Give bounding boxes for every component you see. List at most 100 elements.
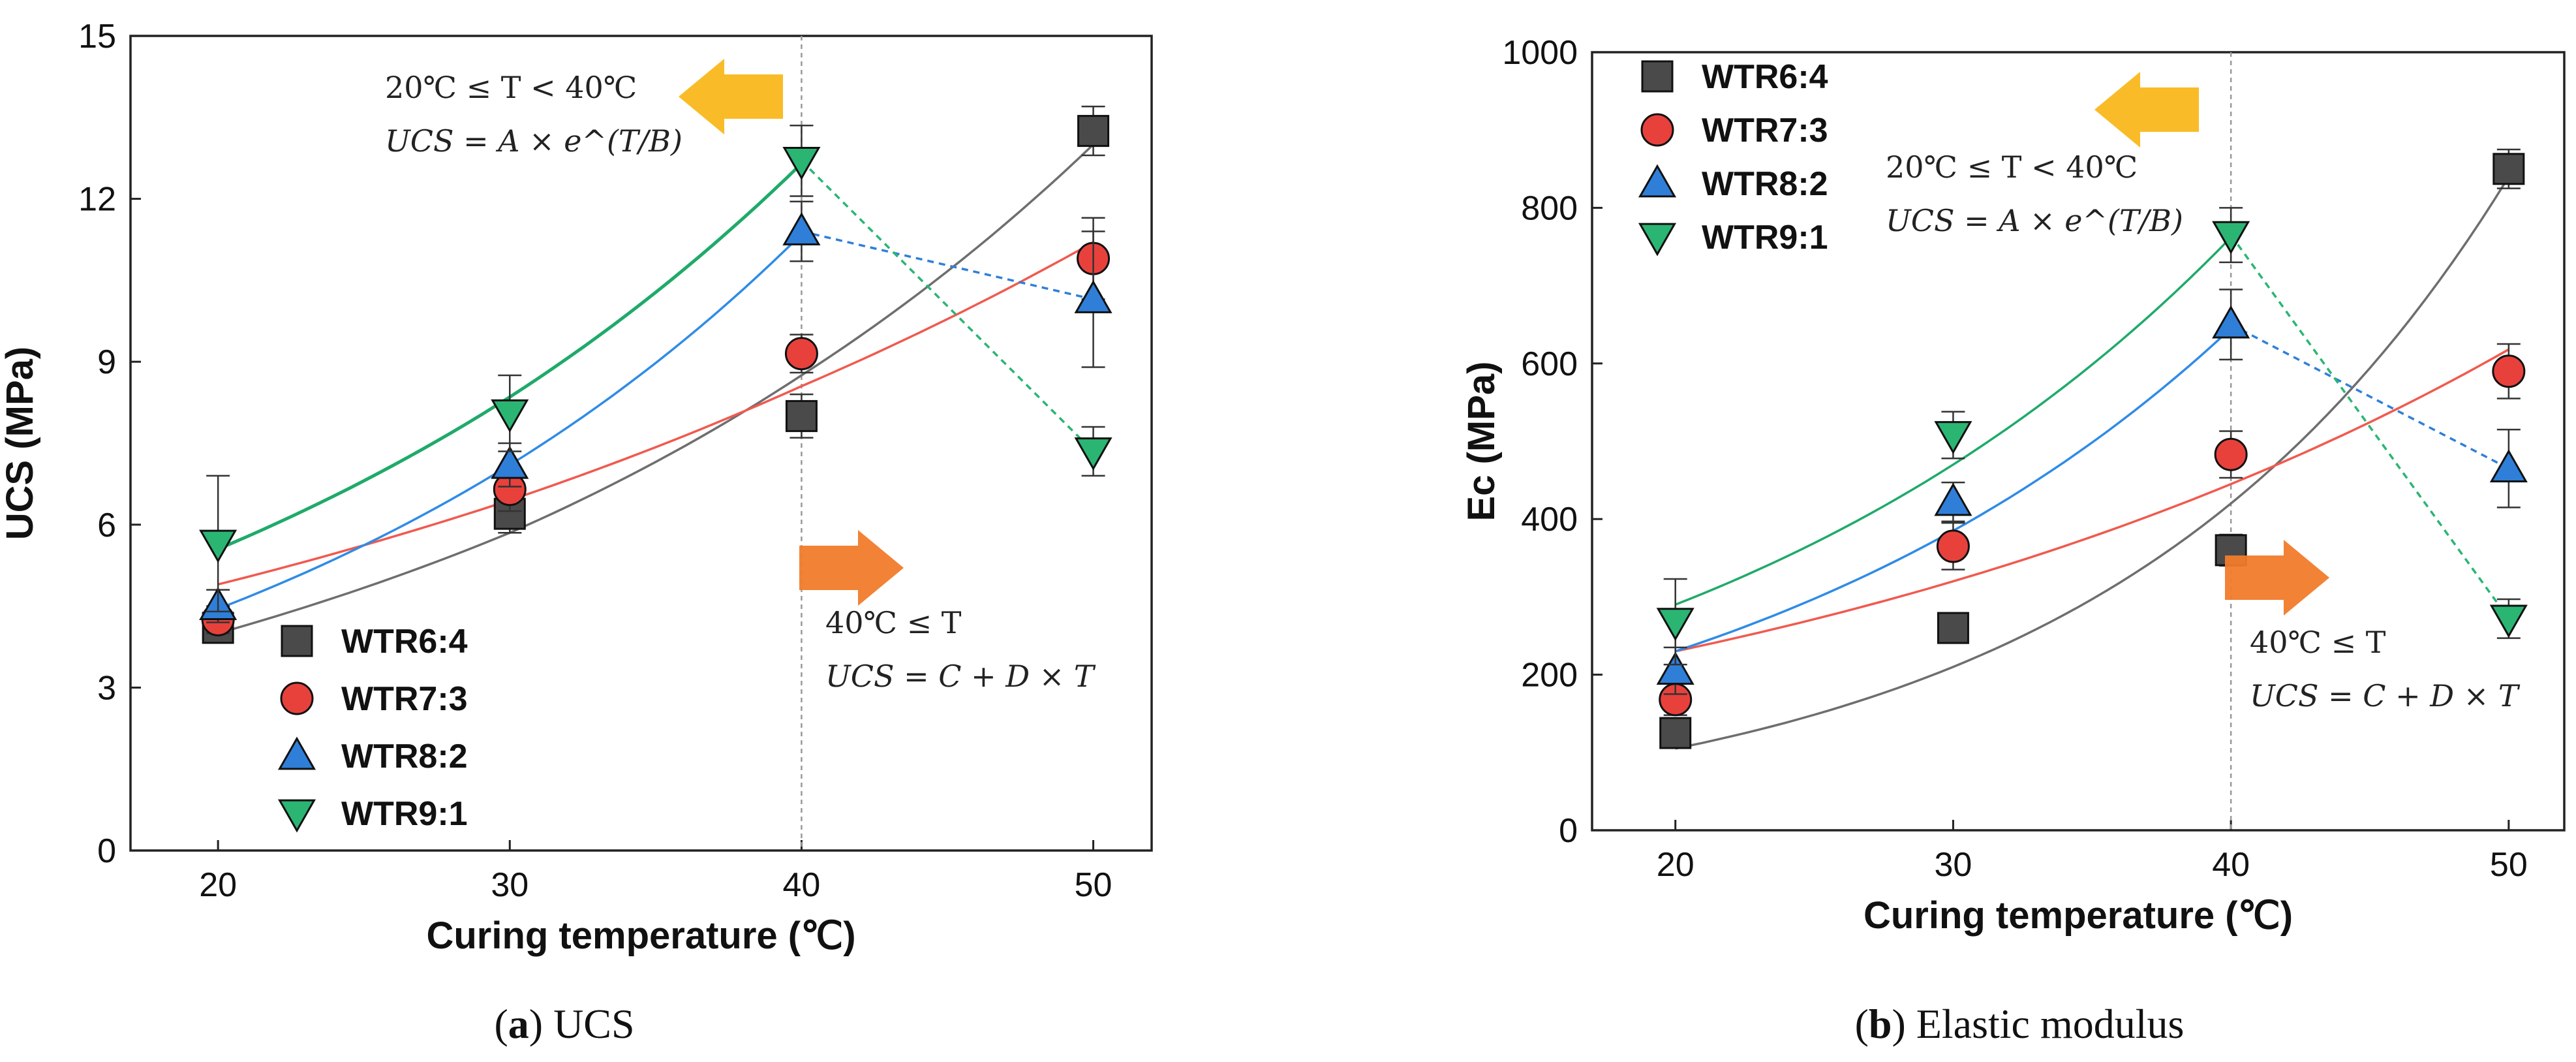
fit-curve-WTR6:4: [1675, 176, 2510, 750]
series-WTR9:1: [199, 125, 1112, 613]
dashed-segment-WTR8:2: [801, 230, 1094, 301]
series-WTR8:2: [199, 200, 1112, 623]
data-point-WTR9:1-40: [782, 147, 821, 180]
data-point-WTR8:2-30: [491, 445, 529, 479]
y-tick-label: 1000: [1502, 34, 1578, 72]
figure-caption: (a) UCS: [494, 1001, 634, 1047]
x-tick-label: 50: [1075, 866, 1112, 904]
y-tick-label: 400: [1521, 501, 1578, 539]
y-tick-label: 12: [78, 181, 116, 219]
legend-marker-WTR7:3: [280, 681, 314, 715]
y-axis-title: Ec (MPa): [1460, 362, 1503, 522]
legend-marker-WTR8:2: [1638, 164, 1677, 198]
data-point-WTR9:1-30: [1934, 421, 1972, 454]
caption-text: Elastic modulus: [1916, 1001, 2185, 1047]
series-WTR9:1: [1656, 207, 2528, 666]
dashed-segment-WTR8:2: [2230, 323, 2509, 470]
formula-exponential-line-2: UCS = A × e^(T/B): [1886, 203, 2183, 238]
fit-curve-WTR9:1: [1675, 236, 2232, 606]
caption-text: UCS: [553, 1001, 635, 1047]
legend: WTR6:4 WTR7:3 WTR8:2 WTR9:1: [1638, 58, 1828, 257]
formula-linear-line-1: 40℃ ≤ T: [825, 605, 962, 640]
data-point-WTR8:2-40: [2212, 305, 2250, 339]
data-point-WTR6:4-30: [1937, 612, 1969, 644]
legend-marker-WTR9:1: [277, 799, 316, 833]
y-tick-label: 15: [78, 18, 116, 55]
formula-linear-line-2: UCS = C + D × T: [825, 659, 1096, 694]
data-point-WTR6:4-50: [2492, 153, 2525, 185]
y-tick-label: 9: [97, 343, 116, 381]
data-point-WTR7:3-40: [2214, 437, 2248, 471]
legend-label: WTR8:2: [341, 738, 468, 775]
y-axis-title: UCS (MPa): [0, 347, 41, 540]
legend-marker-WTR9:1: [1638, 223, 1677, 257]
x-tick-label: 30: [491, 866, 529, 904]
x-tick-label: 40: [2212, 846, 2250, 884]
y-tick-label: 600: [1521, 345, 1578, 383]
data-point-WTR7:3-40: [784, 337, 818, 371]
x-tick-label: 20: [199, 866, 237, 904]
legend-label: WTR9:1: [1702, 219, 1828, 257]
formula-linear-line-1: 40℃ ≤ T: [2250, 625, 2386, 660]
caption-letter: a: [508, 1001, 529, 1047]
chart-panel-2: 0 200 400 600 800 1000 20 30 40 50 Curing temperat…: [1460, 34, 2566, 1047]
data-point-WTR9:1-50: [1074, 437, 1112, 471]
chart-panel-1: 0 3 6 9 12 15 20 30 40 50 Curing temperature (℃) UC…: [0, 18, 1153, 1047]
series-WTR6:4: [202, 105, 1110, 644]
fit-curve-WTR6:4: [217, 144, 1094, 634]
x-tick-label: 30: [1935, 846, 1972, 884]
data-point-WTR7:3-50: [2492, 354, 2526, 388]
data-point-WTR9:1-40: [2212, 221, 2250, 255]
y-tick-label: 0: [1559, 812, 1578, 850]
data-point-WTR8:2-50: [1074, 280, 1112, 313]
x-tick-label: 20: [1657, 846, 1694, 884]
legend-marker-WTR6:4: [281, 625, 313, 657]
figure-caption: (b) Elastic modulus: [1855, 1001, 2185, 1047]
legend-label: WTR6:4: [341, 623, 468, 661]
legend: WTR6:4 WTR7:3 WTR8:2 WTR9:1: [277, 623, 468, 833]
y-tick-label: 200: [1521, 657, 1578, 695]
legend-label: WTR8:2: [1702, 165, 1828, 203]
formula-exponential-line-1: 20℃ ≤ T < 40℃: [385, 70, 637, 105]
data-point-WTR9:1-50: [2489, 604, 2528, 638]
data-point-WTR7:3-30: [1936, 529, 1970, 563]
formula-exponential-line-2: UCS = A × e^(T/B): [385, 123, 682, 159]
x-axis-title: Curing temperature (℃): [1863, 894, 2293, 937]
y-tick-label: 800: [1521, 189, 1578, 227]
data-point-WTR6:4-20: [1659, 717, 1692, 749]
y-tick-label: 6: [97, 507, 116, 544]
plot-frame: [129, 35, 1153, 852]
legend-marker-WTR6:4: [1641, 60, 1674, 93]
arrow-left-icon: [2094, 72, 2199, 148]
legend-marker-WTR7:3: [1640, 113, 1674, 147]
data-point-WTR9:1-30: [491, 399, 529, 433]
dashed-segment-WTR9:1: [801, 160, 1094, 452]
legend-marker-WTR8:2: [277, 736, 316, 770]
data-point-WTR8:2-20: [1656, 651, 1694, 685]
y-tick-label: 3: [97, 669, 116, 707]
x-tick-label: 50: [2490, 846, 2528, 884]
data-point-WTR8:2-50: [2489, 449, 2528, 483]
dashed-segment-WTR9:1: [2230, 234, 2510, 619]
data-point-WTR6:4-50: [1077, 115, 1110, 148]
y-tick-label: 0: [97, 832, 116, 870]
data-point-WTR9:1-20: [199, 529, 238, 563]
series-WTR8:2: [1656, 289, 2528, 695]
legend-label: WTR7:3: [341, 680, 468, 718]
legend-label: WTR7:3: [1702, 112, 1828, 149]
series-WTR7:3: [201, 217, 1111, 636]
data-point-WTR8:2-40: [782, 212, 821, 245]
arrow-right-icon: [799, 530, 904, 606]
caption-letter: b: [1869, 1001, 1892, 1047]
data-point-WTR8:2-30: [1934, 482, 1972, 516]
series-WTR7:3: [1659, 343, 2526, 717]
x-tick-label: 40: [783, 866, 821, 904]
arrow-right-icon: [2225, 540, 2329, 616]
fit-curve-WTR7:3: [1675, 348, 2509, 653]
plot-frame: [1591, 51, 2566, 832]
arrow-left-icon: [679, 59, 783, 134]
formula-exponential-line-1: 20℃ ≤ T < 40℃: [1886, 149, 2138, 185]
data-point-WTR6:4-40: [785, 399, 818, 432]
data-point-WTR9:1-20: [1656, 608, 1694, 642]
